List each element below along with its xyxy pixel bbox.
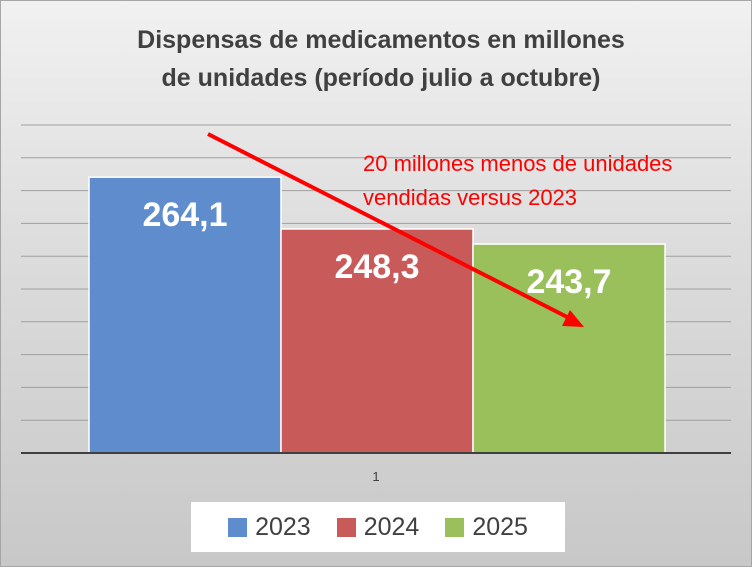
annotation-line-2: vendidas versus 2023 bbox=[363, 185, 578, 210]
legend-item-2024: 2024 bbox=[336, 512, 420, 542]
legend: 2023 2024 2025 bbox=[191, 502, 565, 552]
annotation-text: 20 millones menos de unidades vendidas v… bbox=[363, 147, 752, 215]
legend-label-2025: 2025 bbox=[472, 512, 528, 541]
chart-title: Dispensas de medicamentos en millones de… bbox=[41, 21, 721, 97]
legend-swatch-2023 bbox=[228, 517, 248, 537]
bar-2025 bbox=[472, 243, 666, 454]
legend-swatch-2025 bbox=[445, 517, 465, 537]
legend-item-2025: 2025 bbox=[445, 513, 528, 542]
annotation-line-1: 20 millones menos de unidades bbox=[363, 151, 673, 176]
chart-title-line-1: Dispensas de medicamentos en millones bbox=[137, 26, 625, 54]
data-label-2024: 248,3 bbox=[334, 248, 419, 286]
legend-swatch-2024 bbox=[336, 517, 356, 537]
data-label-2025: 243,7 bbox=[526, 263, 611, 301]
legend-label-2024: 2024 bbox=[363, 512, 420, 541]
trend-arrow-head bbox=[562, 310, 584, 327]
legend-label-2023: 2023 bbox=[255, 512, 311, 541]
bar-2023 bbox=[88, 176, 282, 454]
trend-arrow-line bbox=[207, 132, 570, 320]
chart-title-line-2: de unidades (período julio a octubre) bbox=[161, 64, 601, 92]
bar-2024 bbox=[280, 228, 474, 454]
legend-item-2023: 2023 bbox=[228, 513, 311, 542]
data-label-2023: 264,1 bbox=[142, 196, 227, 234]
x-tick-label: 1 bbox=[372, 469, 380, 484]
